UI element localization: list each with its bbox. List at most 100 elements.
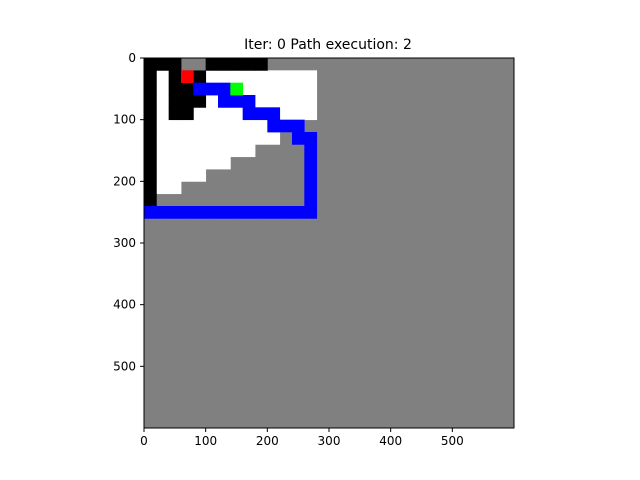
- free-cell: [267, 132, 281, 145]
- x-tick-label: 300: [318, 434, 341, 448]
- robot-marker: [181, 70, 194, 84]
- free-cell: [304, 82, 318, 96]
- obstacle-cell: [144, 82, 157, 96]
- path-cell: [292, 206, 305, 219]
- free-cell: [218, 119, 231, 133]
- path-cell: [267, 107, 281, 121]
- obstacle-cell: [144, 107, 157, 121]
- y-tick-label: 100: [113, 113, 136, 127]
- free-cell: [205, 132, 219, 145]
- free-cell: [168, 132, 182, 145]
- free-cell: [181, 156, 194, 170]
- path-cell: [304, 206, 318, 219]
- free-cell: [205, 119, 219, 133]
- path-cell: [255, 107, 268, 121]
- free-cell: [292, 95, 305, 108]
- path-cell: [279, 206, 293, 219]
- x-tick-label: 100: [194, 434, 217, 448]
- path-cell: [230, 95, 244, 108]
- free-cell: [255, 95, 268, 108]
- obstacle-cell: [156, 58, 170, 71]
- path-cell: [304, 156, 318, 170]
- free-cell: [205, 156, 219, 170]
- path-cell: [279, 119, 293, 133]
- path-cell: [181, 206, 194, 219]
- free-cell: [193, 169, 207, 182]
- obstacle-cell: [144, 193, 157, 207]
- path-cell: [242, 107, 256, 121]
- path-cell: [267, 206, 281, 219]
- path-cell: [304, 193, 318, 207]
- obstacle-cell: [255, 58, 268, 71]
- obstacle-cell: [144, 95, 157, 108]
- path-cell: [304, 144, 318, 158]
- path-cell: [267, 119, 281, 133]
- free-cell: [181, 119, 194, 133]
- free-cell: [156, 132, 170, 145]
- y-tick-label: 500: [113, 359, 136, 373]
- free-cell: [193, 156, 207, 170]
- free-cell: [267, 82, 281, 96]
- path-cell: [144, 206, 157, 219]
- y-axis: 0 100 200 300 400 500: [113, 51, 144, 373]
- map-plot-area: [143, 57, 515, 429]
- free-cell: [230, 144, 244, 158]
- y-tick-label: 200: [113, 174, 136, 188]
- free-cell: [218, 107, 231, 121]
- obstacle-cell: [193, 70, 207, 84]
- free-cell: [181, 169, 194, 182]
- path-cell: [218, 206, 231, 219]
- free-cell: [242, 119, 256, 133]
- x-tick-label: 200: [256, 434, 279, 448]
- free-cell: [230, 107, 244, 121]
- free-cell: [156, 119, 170, 133]
- free-cell: [292, 107, 305, 121]
- free-cell: [156, 181, 170, 195]
- free-cell: [193, 119, 207, 133]
- free-cell: [279, 82, 293, 96]
- free-cell: [255, 119, 268, 133]
- path-cell: [193, 206, 207, 219]
- free-cell: [205, 144, 219, 158]
- path-cell: [255, 206, 268, 219]
- free-cell: [242, 144, 256, 158]
- path-cell: [304, 132, 318, 145]
- free-cell: [156, 144, 170, 158]
- free-cell: [218, 156, 231, 170]
- free-cell: [193, 132, 207, 145]
- free-cell: [279, 95, 293, 108]
- free-cell: [267, 70, 281, 84]
- x-axis: 0 100 200 300 400 500: [140, 428, 464, 448]
- obstacle-cell: [144, 70, 157, 84]
- obstacle-cell: [144, 119, 157, 133]
- path-cell: [304, 181, 318, 195]
- free-cell: [304, 70, 318, 84]
- free-cell: [156, 95, 170, 108]
- free-cell: [242, 82, 256, 96]
- free-cell: [242, 132, 256, 145]
- free-cell: [156, 70, 170, 84]
- path-cell: [156, 206, 170, 219]
- goal-marker: [230, 82, 244, 96]
- obstacle-cell: [181, 107, 194, 121]
- free-cell: [304, 95, 318, 108]
- obstacle-cell: [144, 144, 157, 158]
- figure-title: Iter: 0 Path execution: 2: [244, 37, 412, 53]
- path-cell: [242, 95, 256, 108]
- path-cell: [218, 82, 231, 96]
- y-tick-label: 300: [113, 236, 136, 250]
- free-cell: [181, 132, 194, 145]
- free-cell: [168, 181, 182, 195]
- obstacle-cell: [144, 58, 157, 71]
- free-cell: [205, 107, 219, 121]
- free-cell: [230, 119, 244, 133]
- free-cell: [156, 156, 170, 170]
- free-cell: [304, 107, 318, 121]
- obstacle-cell: [242, 58, 256, 71]
- free-cell: [230, 70, 244, 84]
- obstacle-cell: [144, 132, 157, 145]
- path-cell: [205, 82, 219, 96]
- path-cell: [304, 169, 318, 182]
- obstacle-cell: [168, 70, 182, 84]
